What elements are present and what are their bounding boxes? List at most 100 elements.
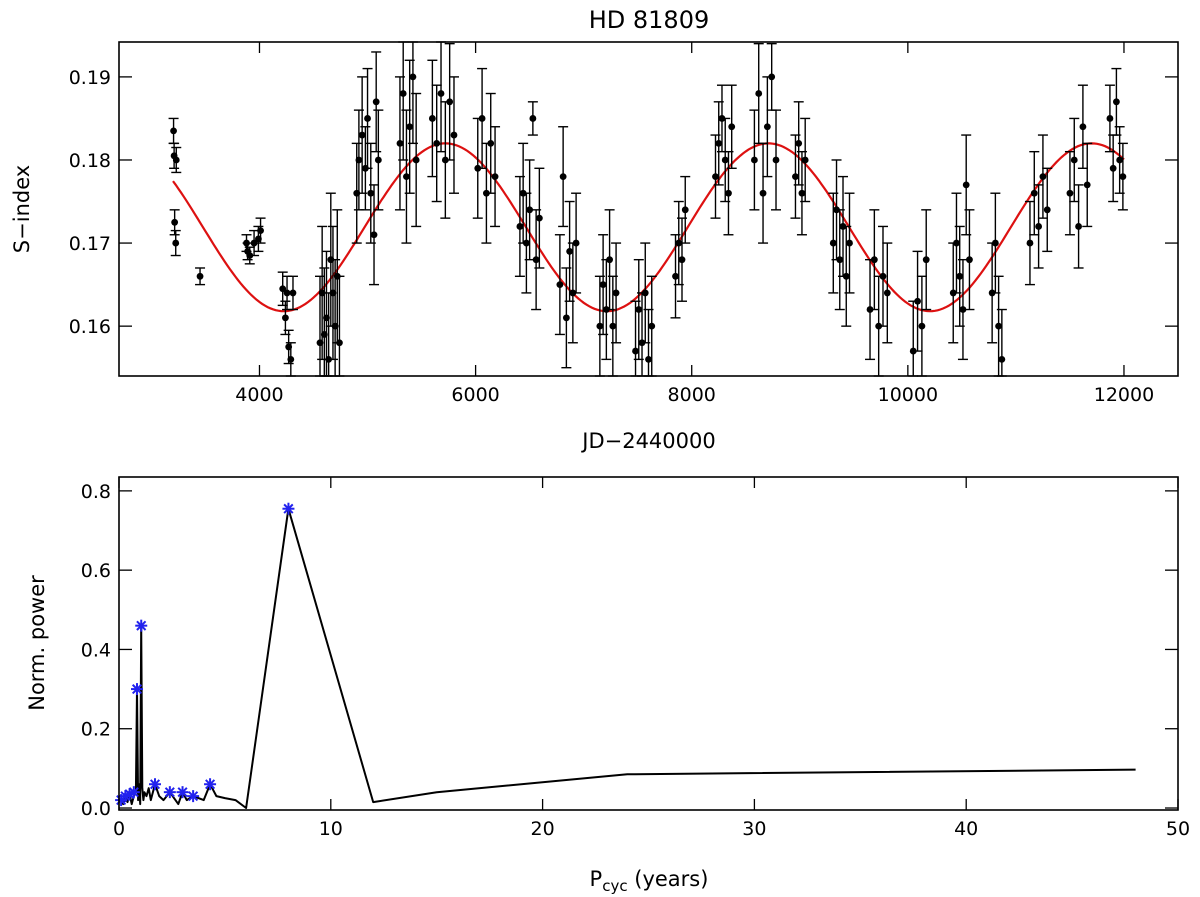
data-point	[534, 167, 545, 269]
data-point	[1077, 84, 1088, 169]
data-marker	[487, 139, 495, 147]
data-marker	[196, 272, 204, 280]
data-marker	[725, 189, 732, 197]
peak-marker	[282, 502, 295, 515]
data-point	[771, 109, 782, 211]
data-point	[561, 267, 572, 369]
data-marker	[918, 322, 926, 330]
data-point	[912, 250, 923, 352]
data-marker	[172, 156, 180, 164]
bottom-x-tick-label: 20	[531, 818, 555, 840]
data-point	[1082, 142, 1093, 228]
data-marker	[1035, 223, 1043, 230]
data-marker	[728, 123, 736, 131]
data-point	[961, 134, 972, 236]
bottom-x-tick-label: 30	[742, 818, 766, 840]
data-point	[844, 192, 855, 294]
fit-curve-layer	[172, 142, 1125, 313]
data-point	[758, 142, 769, 244]
data-marker	[959, 306, 967, 313]
data-marker	[374, 156, 382, 164]
top-x-tick-label: 10000	[878, 384, 938, 406]
data-point	[869, 209, 880, 311]
data-point	[554, 234, 565, 336]
data-marker	[170, 127, 177, 135]
peak-marker	[131, 683, 144, 696]
data-point	[411, 92, 422, 228]
bottom-plot-frame	[118, 476, 1179, 811]
data-point	[673, 200, 684, 286]
data-marker	[446, 98, 454, 106]
data-point	[477, 67, 488, 169]
data-point	[168, 117, 179, 145]
data-marker	[364, 115, 371, 122]
data-marker	[641, 289, 649, 297]
data-point	[964, 209, 975, 311]
top-x-tick-label: 12000	[1094, 384, 1154, 406]
data-marker	[1030, 189, 1038, 197]
x-label-units: (years)	[628, 867, 709, 891]
data-point	[800, 117, 811, 203]
data-point	[1069, 117, 1080, 203]
data-marker	[883, 289, 891, 297]
bottom-y-tick-label: 0.2	[81, 719, 111, 741]
data-marker	[675, 239, 683, 247]
data-marker	[437, 90, 445, 97]
data-marker	[596, 322, 604, 330]
data-marker	[798, 189, 806, 197]
data-marker	[1039, 173, 1047, 180]
top-y-tick-label: 0.17	[69, 233, 111, 255]
data-marker	[1116, 156, 1124, 164]
data-marker	[751, 156, 758, 164]
data-marker	[370, 231, 378, 239]
chart-title: HD 81809	[589, 6, 710, 34]
periodogram-line	[120, 507, 1136, 809]
data-marker	[648, 322, 656, 330]
data-marker	[532, 256, 540, 264]
data-marker	[829, 239, 837, 247]
data-point	[908, 300, 919, 377]
data-marker	[556, 281, 564, 289]
bottom-x-ticks: 0 10 20 30 40 50	[113, 477, 1190, 840]
bottom-panel: 0 10 20 30 40 50 0.0 0.2 0.4 0.6 0.8 Pcyc (years)…	[25, 476, 1190, 895]
data-marker	[171, 218, 179, 226]
data-marker	[491, 173, 499, 180]
data-marker	[842, 272, 850, 280]
data-point	[726, 84, 737, 169]
data-marker	[645, 355, 652, 363]
data-marker	[801, 156, 809, 164]
peak-markers-layer	[115, 502, 295, 807]
top-y-tick-label: 0.19	[69, 67, 111, 89]
data-marker	[1113, 98, 1120, 106]
data-marker	[953, 239, 960, 247]
data-marker	[566, 247, 574, 255]
data-marker	[712, 173, 719, 180]
data-marker	[998, 355, 1006, 363]
top-x-ticks: 4000 6000 8000 10000 12000	[235, 42, 1154, 406]
data-point	[255, 217, 266, 244]
bottom-y-tick-label: 0.6	[81, 560, 111, 582]
data-point	[680, 175, 691, 244]
data-point	[195, 267, 206, 286]
data-marker	[403, 173, 410, 180]
bottom-y-tick-label: 0.8	[81, 481, 111, 503]
data-marker	[914, 297, 921, 305]
data-marker	[672, 272, 679, 280]
data-marker	[635, 306, 643, 313]
data-marker	[879, 272, 887, 280]
data-point	[571, 192, 582, 294]
data-marker	[612, 289, 620, 297]
data-point	[427, 59, 438, 178]
data-marker	[250, 239, 258, 247]
peak-marker	[135, 619, 148, 632]
data-point	[1029, 150, 1040, 236]
data-marker	[428, 115, 436, 122]
data-marker	[772, 156, 780, 164]
data-marker	[562, 314, 570, 322]
data-marker	[1026, 239, 1034, 247]
data-marker	[1070, 156, 1078, 164]
bottom-x-tick-label: 50	[1166, 818, 1190, 840]
data-points-layer	[168, 41, 1128, 377]
peak-marker	[187, 790, 200, 803]
